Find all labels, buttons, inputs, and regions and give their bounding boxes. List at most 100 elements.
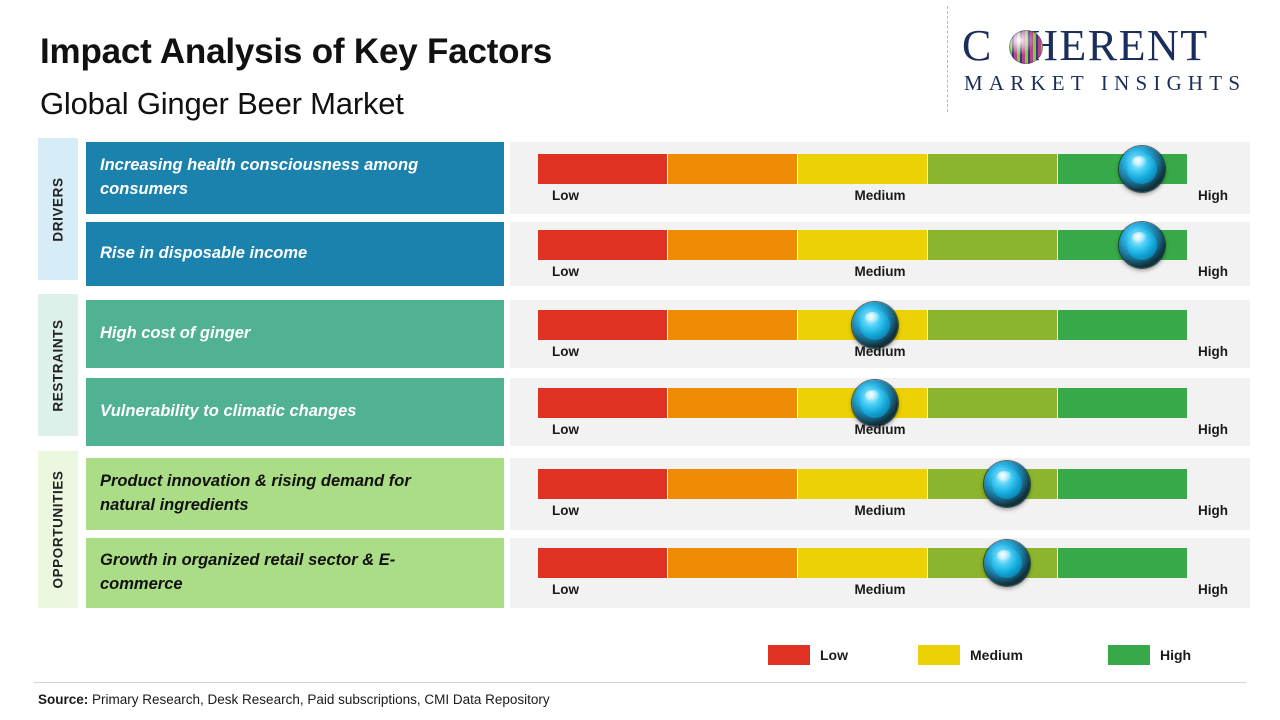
coherent-market-insights-logo: COHERENT MARKET INSIGHTS bbox=[962, 22, 1262, 102]
legend-swatch-low bbox=[768, 645, 810, 665]
impact-matrix: DRIVERS RESTRAINTS OPPORTUNITIES Increas… bbox=[0, 138, 1280, 616]
scale-label-high: High bbox=[1198, 503, 1228, 518]
scale-label-low: Low bbox=[552, 188, 579, 203]
factor-column: Increasing health consciousness among co… bbox=[86, 138, 504, 616]
factor-box[interactable]: High cost of ginger bbox=[86, 300, 504, 368]
scale-segment-medium bbox=[798, 548, 928, 578]
scale-segment-low bbox=[538, 310, 668, 340]
scale-label-medium: Medium bbox=[854, 344, 906, 359]
scale-label-medium: Medium bbox=[854, 503, 906, 518]
scale-segment-medium-high bbox=[928, 388, 1058, 418]
impact-gauge-row: Low Medium High bbox=[510, 458, 1250, 530]
scale-label-high: High bbox=[1198, 264, 1228, 279]
category-label-restraints: RESTRAINTS bbox=[50, 318, 66, 412]
factor-label: Rise in disposable income bbox=[100, 244, 308, 263]
scale-label-medium: Medium bbox=[854, 264, 906, 279]
scale-label-low: Low bbox=[552, 264, 579, 279]
scale-segment-high bbox=[1058, 388, 1187, 418]
scale-label-medium: Medium bbox=[854, 582, 906, 597]
factor-box[interactable]: Product innovation & rising demand for n… bbox=[86, 458, 504, 530]
impact-gauge-row: Low Medium High bbox=[510, 538, 1250, 608]
impact-scale-bar bbox=[538, 388, 1187, 418]
legend-label-low: Low bbox=[820, 647, 848, 663]
scale-segment-low-medium bbox=[668, 230, 798, 260]
impact-marker[interactable] bbox=[852, 302, 898, 348]
logo-letters-herent: HERENT bbox=[1026, 21, 1209, 70]
factor-box[interactable]: Vulnerability to climatic changes bbox=[86, 378, 504, 446]
factor-box[interactable]: Rise in disposable income bbox=[86, 222, 504, 286]
category-label-drivers: DRIVERS bbox=[50, 176, 66, 242]
legend-item-high: High bbox=[1108, 645, 1191, 665]
legend-label-high: High bbox=[1160, 647, 1192, 663]
impact-scale-bar bbox=[538, 154, 1187, 184]
page-title: Impact Analysis of Key Factors bbox=[40, 32, 553, 71]
legend-swatch-medium bbox=[918, 645, 960, 665]
scale-segment-high bbox=[1058, 310, 1187, 340]
impact-scale-bar bbox=[538, 548, 1187, 578]
scale-segment-low-medium bbox=[668, 310, 798, 340]
scale-segment-low bbox=[538, 230, 668, 260]
logo-letter-c: C bbox=[962, 21, 993, 70]
impact-gauge-row: Low Medium High bbox=[510, 142, 1250, 214]
category-band-restraints: RESTRAINTS bbox=[38, 294, 78, 436]
scale-label-high: High bbox=[1198, 188, 1228, 203]
scale-segment-medium bbox=[798, 469, 928, 499]
logo-tagline: MARKET INSIGHTS bbox=[964, 71, 1247, 95]
category-band-drivers: DRIVERS bbox=[38, 138, 78, 280]
scale-label-low: Low bbox=[552, 503, 579, 518]
impact-marker[interactable] bbox=[852, 380, 898, 426]
impact-marker[interactable] bbox=[984, 461, 1030, 507]
scale-segment-medium bbox=[798, 230, 928, 260]
impact-marker[interactable] bbox=[984, 540, 1030, 586]
slide-header: Impact Analysis of Key Factors Global Gi… bbox=[0, 0, 1280, 130]
scale-label-high: High bbox=[1198, 344, 1228, 359]
logo-divider bbox=[947, 6, 948, 112]
factor-label: High cost of ginger bbox=[100, 324, 251, 343]
source-text: Primary Research, Desk Research, Paid su… bbox=[88, 692, 550, 707]
scale-segment-medium bbox=[798, 154, 928, 184]
impact-marker[interactable] bbox=[1119, 222, 1165, 268]
factor-label: Vulnerability to climatic changes bbox=[100, 402, 357, 421]
scale-segment-medium-high bbox=[928, 154, 1058, 184]
impact-marker[interactable] bbox=[1119, 146, 1165, 192]
impact-scale-bar bbox=[538, 469, 1187, 499]
scale-segment-medium-high bbox=[928, 230, 1058, 260]
scale-segment-low bbox=[538, 388, 668, 418]
scale-segment-low bbox=[538, 154, 668, 184]
category-band-opportunities: OPPORTUNITIES bbox=[38, 451, 78, 608]
impact-gauge-row: Low Medium High bbox=[510, 378, 1250, 446]
footer-divider bbox=[34, 682, 1246, 683]
legend-item-medium: Medium bbox=[918, 645, 1023, 665]
scale-segment-low-medium bbox=[668, 388, 798, 418]
scale-label-low: Low bbox=[552, 344, 579, 359]
factor-box[interactable]: Growth in organized retail sector & E-co… bbox=[86, 538, 504, 608]
factor-label: Growth in organized retail sector & E-co… bbox=[100, 551, 396, 593]
legend-item-low: Low bbox=[768, 645, 848, 665]
scale-segment-low-medium bbox=[668, 154, 798, 184]
scale-label-low: Low bbox=[552, 582, 579, 597]
category-label-opportunities: OPPORTUNITIES bbox=[50, 470, 66, 589]
scale-label-medium: Medium bbox=[854, 422, 906, 437]
scale-segment-low bbox=[538, 469, 668, 499]
scale-segment-high bbox=[1058, 469, 1187, 499]
impact-gauge-row: Low Medium High bbox=[510, 300, 1250, 368]
logo-wordmark: COHERENT bbox=[962, 22, 1262, 70]
scale-label-high: High bbox=[1198, 582, 1228, 597]
scale-label-low: Low bbox=[552, 422, 579, 437]
impact-scale-bar bbox=[538, 230, 1187, 260]
legend-label-medium: Medium bbox=[970, 647, 1023, 663]
source-label: Source: bbox=[38, 692, 89, 707]
factor-label: Increasing health consciousness among co… bbox=[100, 156, 419, 198]
factor-label: Product innovation & rising demand for n… bbox=[100, 472, 411, 514]
scale-segment-high bbox=[1058, 548, 1187, 578]
chart-legend: Low Medium High bbox=[760, 645, 1191, 669]
scale-segment-low bbox=[538, 548, 668, 578]
scale-segment-low-medium bbox=[668, 469, 798, 499]
factor-box[interactable]: Increasing health consciousness among co… bbox=[86, 142, 504, 214]
scale-segment-medium-high bbox=[928, 310, 1058, 340]
globe-icon bbox=[1009, 30, 1043, 64]
impact-gauge-row: Low Medium High bbox=[510, 222, 1250, 286]
scale-label-medium: Medium bbox=[854, 188, 906, 203]
legend-swatch-high bbox=[1108, 645, 1150, 665]
